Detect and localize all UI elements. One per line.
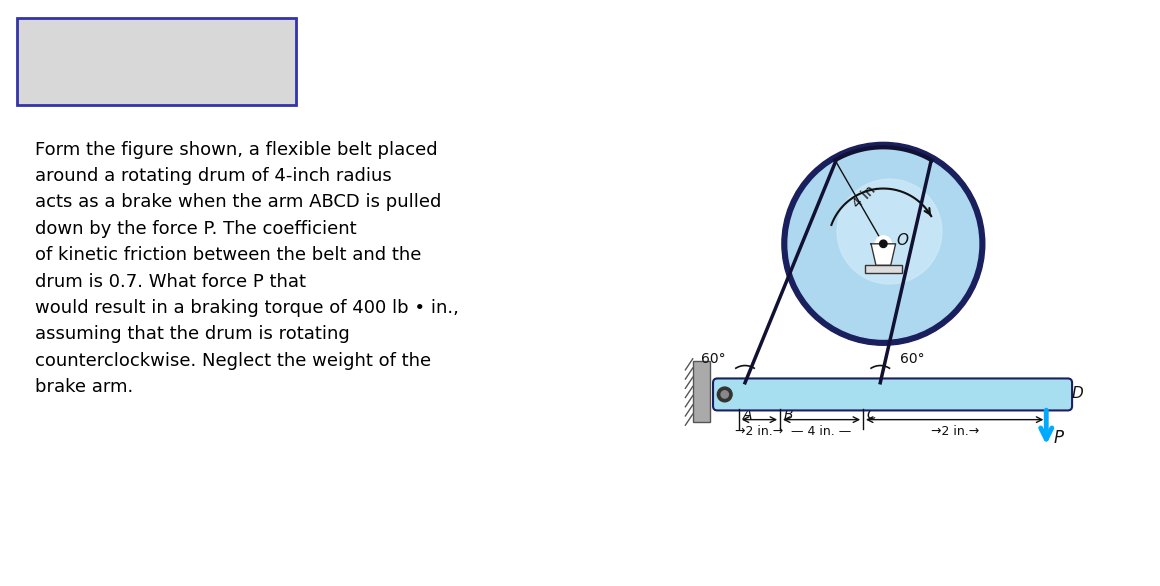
Polygon shape (871, 244, 896, 265)
Bar (865, 265, 901, 273)
Text: — 4 in. —: — 4 in. — (791, 425, 851, 438)
Text: →2 in.→: →2 in.→ (735, 425, 784, 438)
Text: A: A (742, 408, 752, 422)
Text: O: O (897, 233, 909, 248)
Circle shape (717, 387, 732, 402)
Circle shape (879, 240, 887, 247)
Circle shape (782, 142, 985, 345)
Circle shape (722, 391, 728, 398)
Bar (693, 360, 710, 422)
Text: B: B (784, 408, 793, 422)
FancyBboxPatch shape (17, 18, 296, 105)
Text: 60°: 60° (900, 352, 925, 366)
Circle shape (876, 236, 891, 252)
Text: 60°: 60° (701, 352, 725, 366)
Text: Form the figure shown, a flexible belt placed
around a rotating drum of 4-inch r: Form the figure shown, a flexible belt p… (35, 141, 458, 396)
Circle shape (788, 148, 979, 339)
Circle shape (838, 179, 942, 284)
Text: 4 in.: 4 in. (850, 179, 882, 211)
Text: D: D (1072, 386, 1083, 401)
Text: Problem#2:: Problem#2: (41, 46, 242, 77)
Text: C: C (867, 408, 877, 422)
Text: →2 in.→: →2 in.→ (930, 425, 979, 438)
FancyBboxPatch shape (713, 379, 1072, 410)
Text: P: P (1053, 429, 1064, 447)
